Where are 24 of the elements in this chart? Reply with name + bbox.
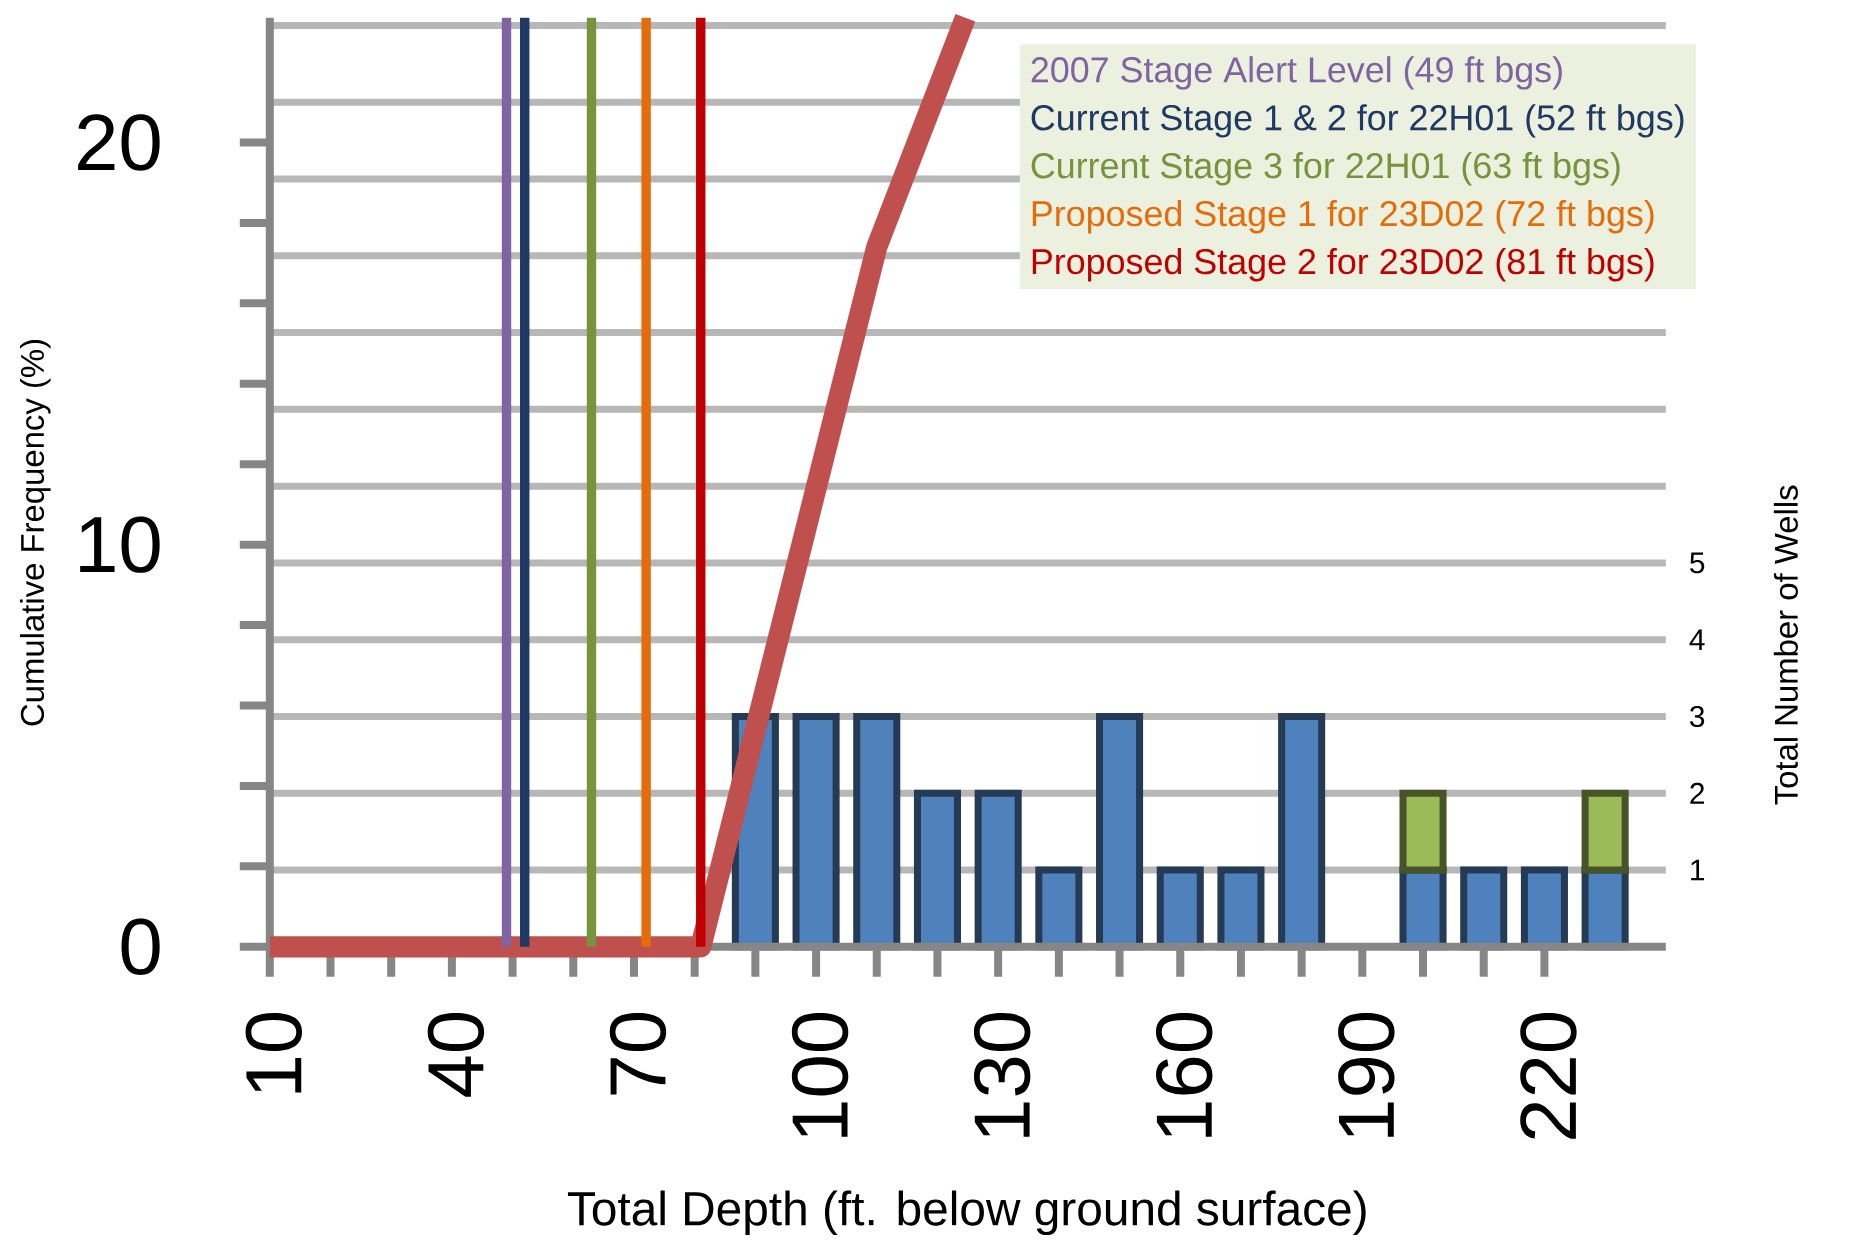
y-tick-label: 0 <box>121 918 160 976</box>
ref-line-label: Proposed Stage 1 for 23D02 (72 ft bgs) <box>1032 200 1654 234</box>
y2-tick-label: 1 <box>1691 859 1705 881</box>
x-tick-label: 160 <box>1156 1012 1213 1137</box>
y-tick-label: 20 <box>78 114 160 171</box>
ref-line-label: Current Stage 1 & 2 for 22H01 (52 ft bgs) <box>1031 104 1684 138</box>
x-tick-label: 70 <box>609 1012 667 1095</box>
ref-line-label: 2007 Stage Alert Level (49 ft bgs) <box>1031 56 1562 90</box>
y2-tick-label: 3 <box>1689 705 1705 728</box>
x-tick-label: 190 <box>1338 1012 1395 1137</box>
y-axis-title: Cumulative Frequency (%) <box>19 340 51 726</box>
y2-tick-label: 2 <box>1690 782 1704 804</box>
x-tick-label: 10 <box>245 1012 303 1093</box>
y2-tick-label: 4 <box>1689 629 1705 650</box>
x-axis-title: Total Depth (ft. below ground surface) <box>567 1190 1366 1236</box>
x-tick-label: 100 <box>791 1012 849 1137</box>
ref-line-label: Proposed Stage 2 for 23D02 (81 ft bgs) <box>1032 247 1654 282</box>
y2-axis-title: Total Number of Wells <box>1773 485 1798 805</box>
ref-line-label: Current Stage 3 for 22H01 (63 ft bgs) <box>1031 152 1620 186</box>
x-tick-label: 40 <box>427 1012 485 1097</box>
x-tick-label: 130 <box>973 1012 1031 1137</box>
y-tick-label: 10 <box>80 516 160 573</box>
x-tick-label: 220 <box>1520 1012 1577 1139</box>
y2-tick-label: 5 <box>1690 552 1705 574</box>
